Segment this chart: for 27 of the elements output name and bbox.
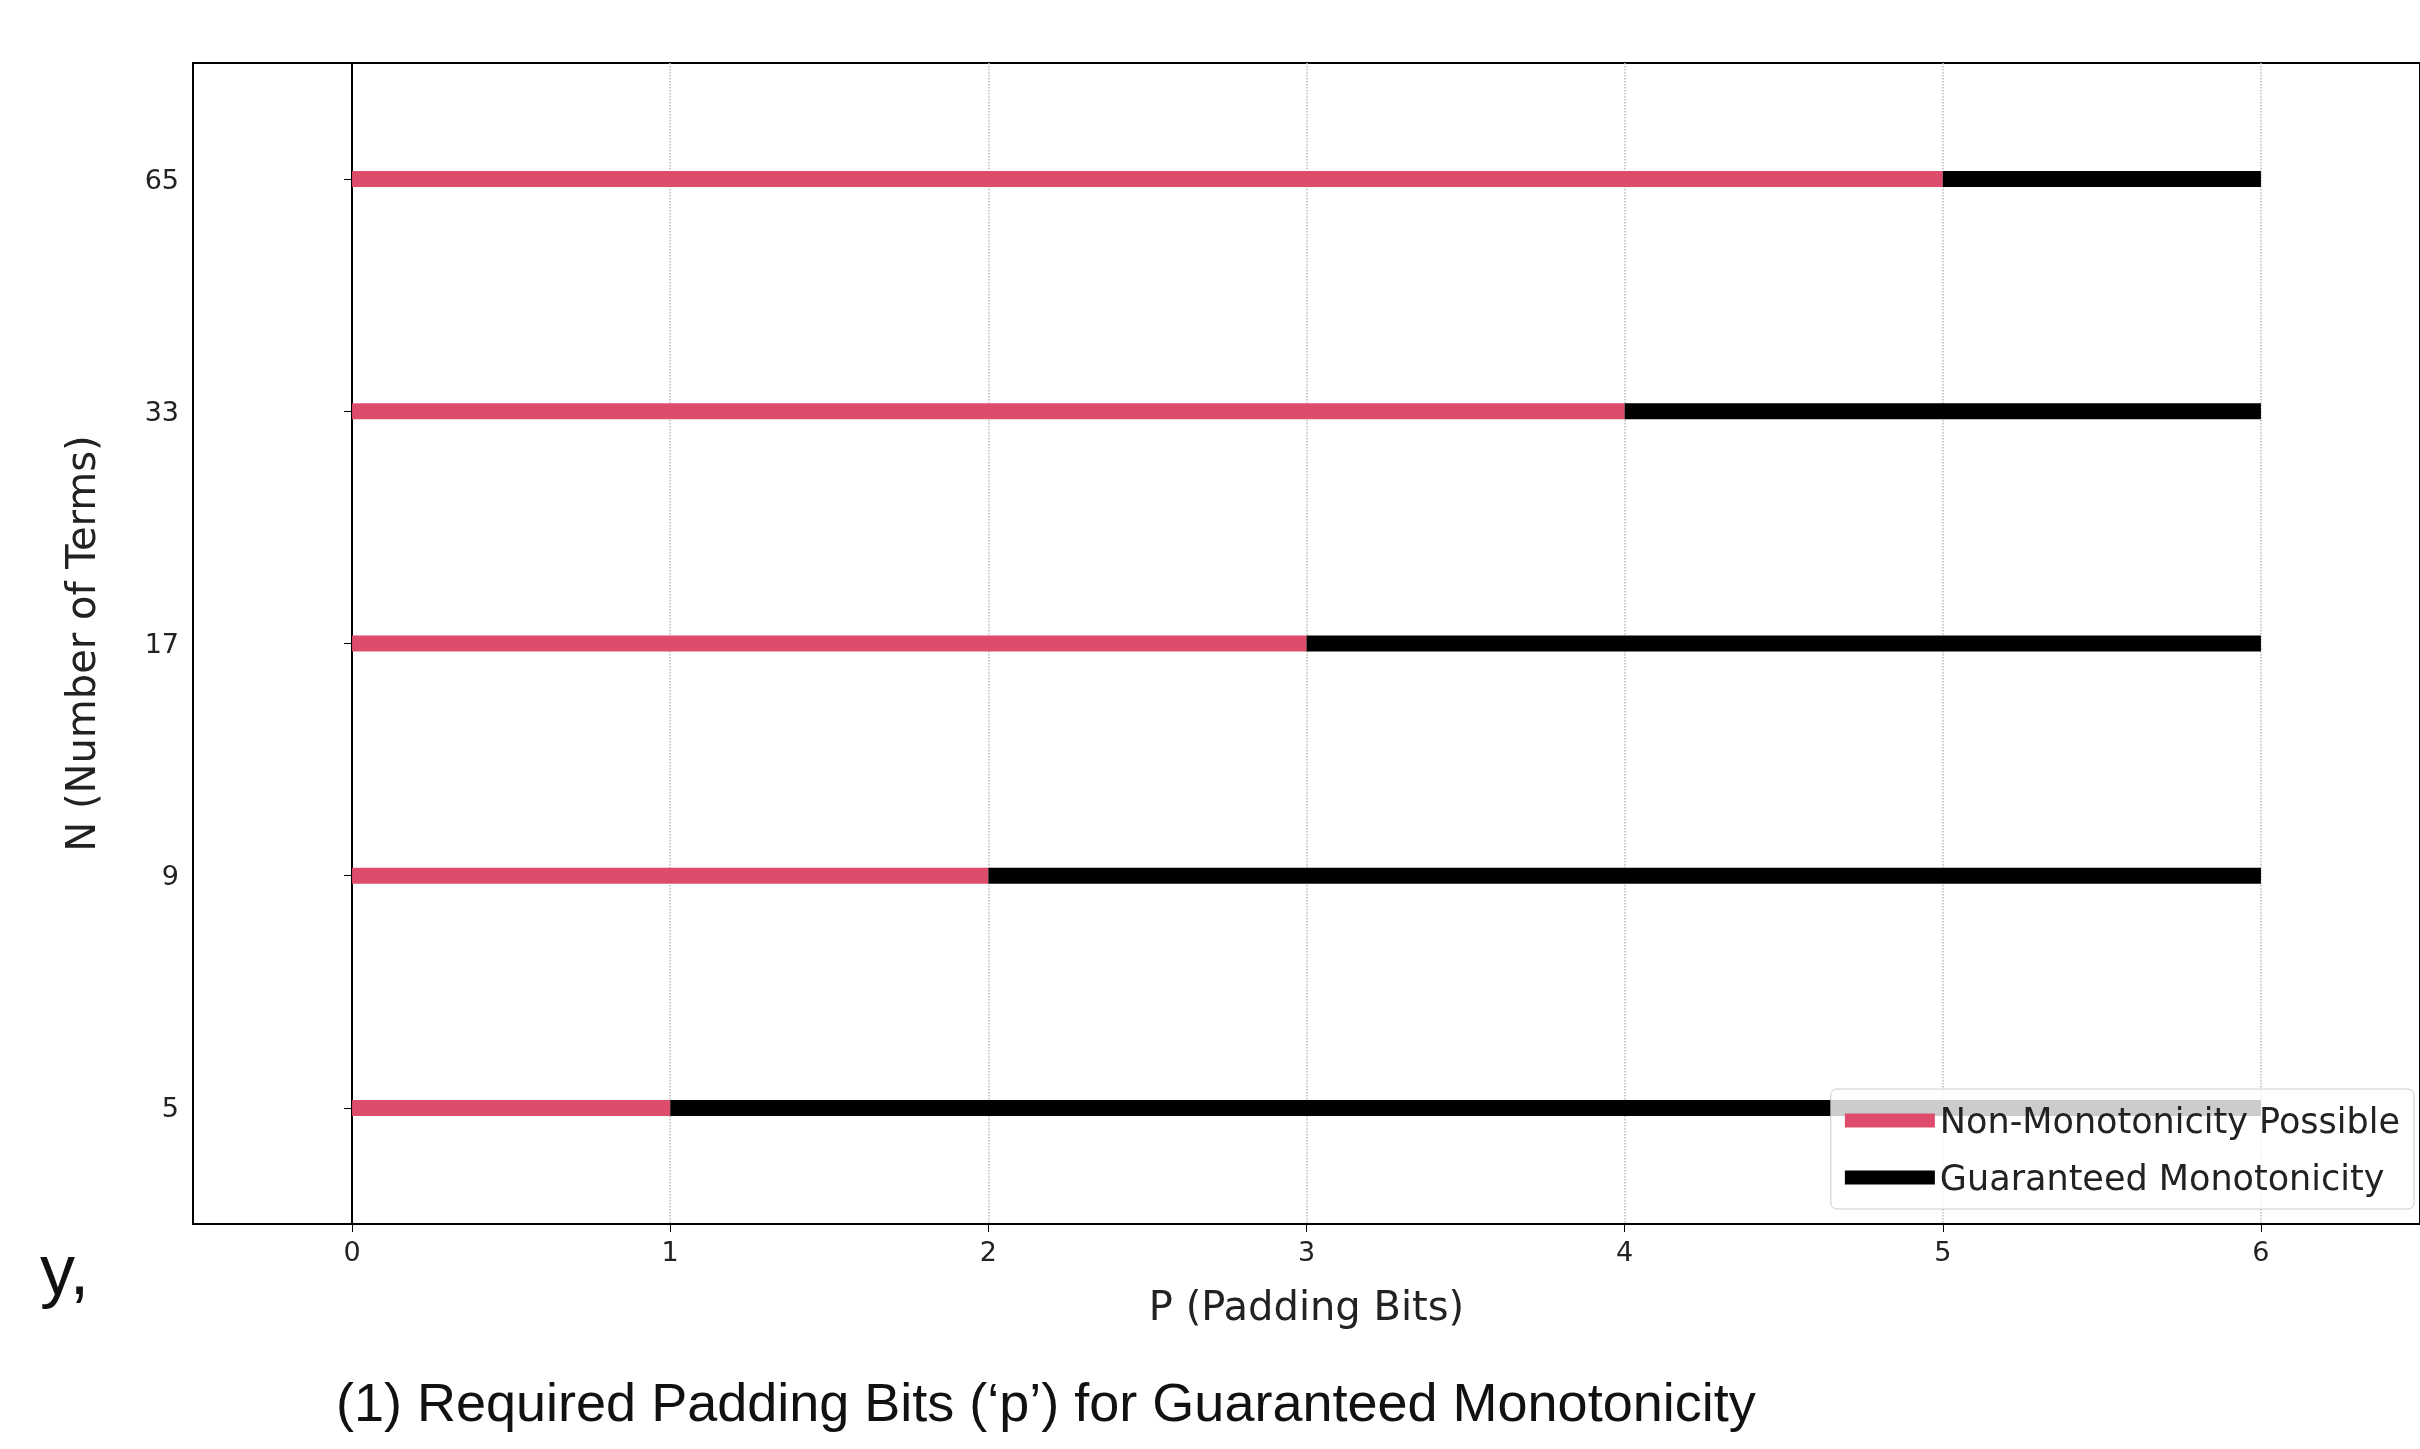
- bar: [1306, 635, 2261, 652]
- y-axis-title: N (Number of Terms): [58, 435, 104, 852]
- legend-label: Non-Monotonicity Possible: [1939, 1100, 2401, 1141]
- bar: [988, 867, 2261, 884]
- y-tick-label: 17: [144, 628, 179, 659]
- bar: [1624, 403, 2261, 420]
- text: (1) Required Padding Bits (‘p’) for Guaranteed Monotonicity: [336, 1372, 1756, 1432]
- x-tick-label: 0: [343, 1236, 361, 1267]
- x-tick-label: 2: [979, 1236, 997, 1267]
- y-tick-label: 65: [144, 163, 179, 195]
- x-tick-label: 6: [2252, 1236, 2270, 1267]
- x-tick-label: 5: [1934, 1236, 1952, 1267]
- x-tick-label: 4: [1616, 1236, 1634, 1267]
- bar: [352, 171, 1943, 188]
- x-axis-title: P (Padding Bits): [1148, 1283, 1465, 1329]
- bar: [352, 1099, 671, 1116]
- x-tick-label: 3: [1297, 1236, 1316, 1267]
- bar: [352, 867, 989, 884]
- y-tick-label: 33: [144, 395, 179, 427]
- bar: [352, 635, 1307, 652]
- text: y,: [40, 1231, 90, 1309]
- x-tick-label: 1: [661, 1236, 679, 1267]
- bar: [352, 403, 1625, 420]
- y-tick-label: 5: [161, 1092, 179, 1124]
- y-tick-label: 9: [161, 860, 179, 892]
- legend-label: Guaranteed Monotonicity: [1939, 1157, 2385, 1198]
- bar: [1942, 171, 2261, 188]
